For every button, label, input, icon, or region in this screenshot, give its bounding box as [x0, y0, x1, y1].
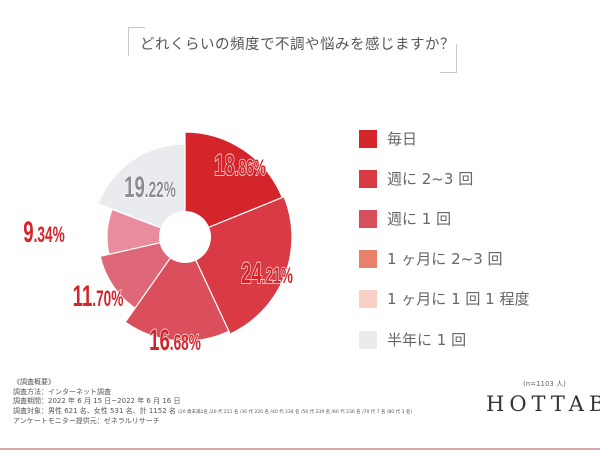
legend-item: 毎日: [359, 128, 417, 149]
legend-swatch: [359, 209, 377, 228]
legend-label: 週に 2~3 回: [387, 170, 474, 188]
pie-slice: [184, 131, 284, 238]
bottom-divider: [0, 448, 600, 450]
data-label: 18.86%: [214, 149, 266, 183]
legend-label: 週に 1 回: [387, 210, 452, 228]
legend-item: 週に 2~3 回: [359, 168, 473, 189]
notes-method: 調査方法：インターネット調査: [13, 387, 111, 396]
hottab-logo: HOTTAB: [486, 392, 600, 416]
bracket-left: [128, 27, 145, 56]
notes-target-detail: (20 歳未満2名 /20 代 211 名 /30 代 220 名 /40 代 …: [178, 409, 413, 415]
legend-swatch: [359, 330, 377, 349]
legend-label: 半年に 1 回: [387, 331, 467, 349]
legend-label: 1 ヶ月に 1 回 1 程度: [387, 290, 530, 308]
notes-period: 調査期間：2022 年 6 月 15 日~2022 年 6 月 16 日: [13, 397, 181, 406]
notes-heading: 《調査概要》: [13, 378, 55, 386]
legend-item: 半年に 1 回: [359, 329, 466, 350]
pie-slice: [124, 235, 230, 342]
legend-label: 1 ヶ月に 2~3 回: [387, 250, 503, 268]
pie-slice: [97, 143, 186, 238]
survey-notes: 《調査概要》 調査方法：インターネット調査 調査期間：2022 年 6 月 15…: [13, 378, 412, 427]
chart-title: どれくらいの頻度で不調や悩みを感じますか？: [140, 37, 455, 53]
data-label: 19.22%: [124, 171, 176, 205]
data-label: 24.21%: [241, 257, 293, 291]
legend-item: 週に 1 回: [359, 208, 451, 229]
legend-label: 毎日: [387, 130, 418, 148]
donut-hole: [159, 211, 211, 263]
legend-swatch: [359, 289, 377, 308]
legend-swatch: [359, 249, 377, 268]
data-label: 9.34%: [23, 216, 64, 250]
legend-item: 1 ヶ月に 2~3 回: [359, 248, 503, 269]
pie-slice: [99, 236, 187, 310]
legend-swatch: [359, 169, 377, 188]
data-label: 11.70%: [73, 280, 124, 314]
data-label: 16.68%: [149, 324, 201, 358]
sample-size: (n=1103 人): [523, 380, 566, 388]
notes-target: 調査対象：男性 621 名、女性 531 名、計 1152 名: [13, 406, 176, 415]
pie-slice: [184, 195, 293, 335]
legend-item: 1 ヶ月に 1 回 1 程度: [359, 288, 529, 309]
legend-swatch: [359, 129, 377, 148]
notes-provider: アンケートモニター提供元：ゼネラルリサーチ: [13, 417, 160, 426]
bracket-right: [440, 44, 457, 73]
